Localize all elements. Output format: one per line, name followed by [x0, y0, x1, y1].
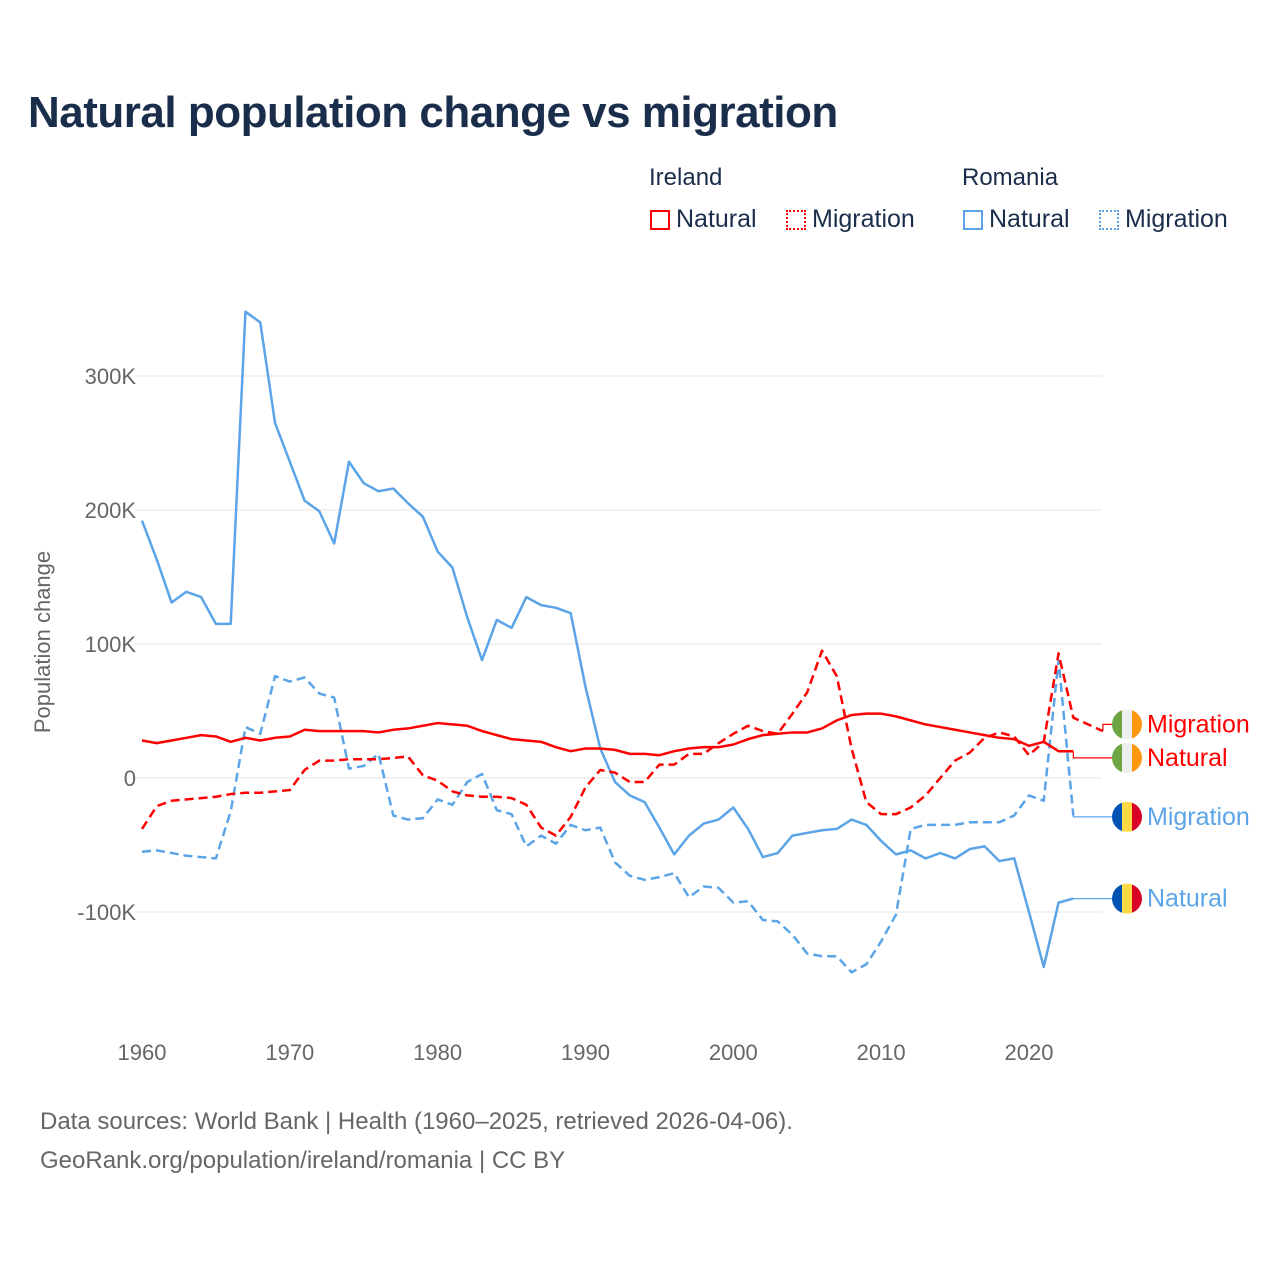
y-tick-label: 300K: [85, 364, 137, 389]
series-end-label: Natural: [1147, 885, 1228, 913]
label-connector: [1072, 815, 1112, 818]
chart-title: Natural population change vs migration: [28, 88, 838, 137]
x-tick-label: 1970: [265, 1040, 314, 1065]
flag-icon-ireland: [1112, 742, 1142, 773]
series-line-romania-migration[interactable]: [141, 658, 1075, 974]
legend-ireland-migration[interactable]: Migration: [786, 205, 915, 234]
legend-swatch-dotted: [1099, 209, 1119, 230]
legend-swatch-solid: [963, 209, 983, 230]
legend-group-ireland: Ireland: [649, 164, 723, 191]
series-line-ireland-natural[interactable]: [141, 712, 1074, 757]
legend-label: Natural: [989, 205, 1070, 233]
y-tick-label: 0: [124, 766, 136, 791]
series-end-label: Migration: [1147, 803, 1250, 831]
series-end-label: Migration: [1147, 710, 1250, 738]
x-tick-label: 1990: [561, 1040, 610, 1065]
legend-swatch-dotted: [786, 209, 806, 230]
y-axis-label: Population change: [30, 551, 55, 733]
y-tick-label: 100K: [85, 632, 137, 657]
legend-group-romania: Romania: [962, 164, 1059, 191]
footer-link[interactable]: GeoRank.org/population/ireland/romania |…: [40, 1147, 566, 1174]
x-tick-label: 2000: [709, 1040, 758, 1065]
label-connector: [1072, 751, 1112, 759]
x-tick-label: 2020: [1005, 1040, 1054, 1065]
flag-icon-romania: [1112, 883, 1142, 914]
series-line-ireland-migration[interactable]: [140, 649, 1104, 837]
x-tick-label: 1960: [118, 1040, 167, 1065]
flag-icon-romania: [1112, 801, 1142, 832]
legend-swatch-solid: [650, 209, 670, 230]
legend-label: Migration: [1125, 205, 1228, 233]
series-line-romania-natural[interactable]: [140, 310, 1074, 969]
y-tick-label: -100K: [77, 900, 136, 925]
legend-ireland-natural[interactable]: Natural: [650, 205, 757, 234]
legend-label: Natural: [676, 205, 757, 233]
flag-icon-ireland: [1112, 709, 1142, 740]
label-connector: [1102, 723, 1112, 732]
y-tick-label: 200K: [85, 498, 137, 523]
legend-romania-natural[interactable]: Natural: [963, 205, 1070, 234]
x-tick-label: 2010: [857, 1040, 906, 1065]
legend-label: Migration: [812, 205, 915, 233]
legend-romania-migration[interactable]: Migration: [1099, 205, 1228, 234]
x-tick-label: 1980: [413, 1040, 462, 1065]
footer-sources: Data sources: World Bank | Health (1960–…: [40, 1108, 793, 1135]
series-end-label: Natural: [1147, 744, 1228, 772]
